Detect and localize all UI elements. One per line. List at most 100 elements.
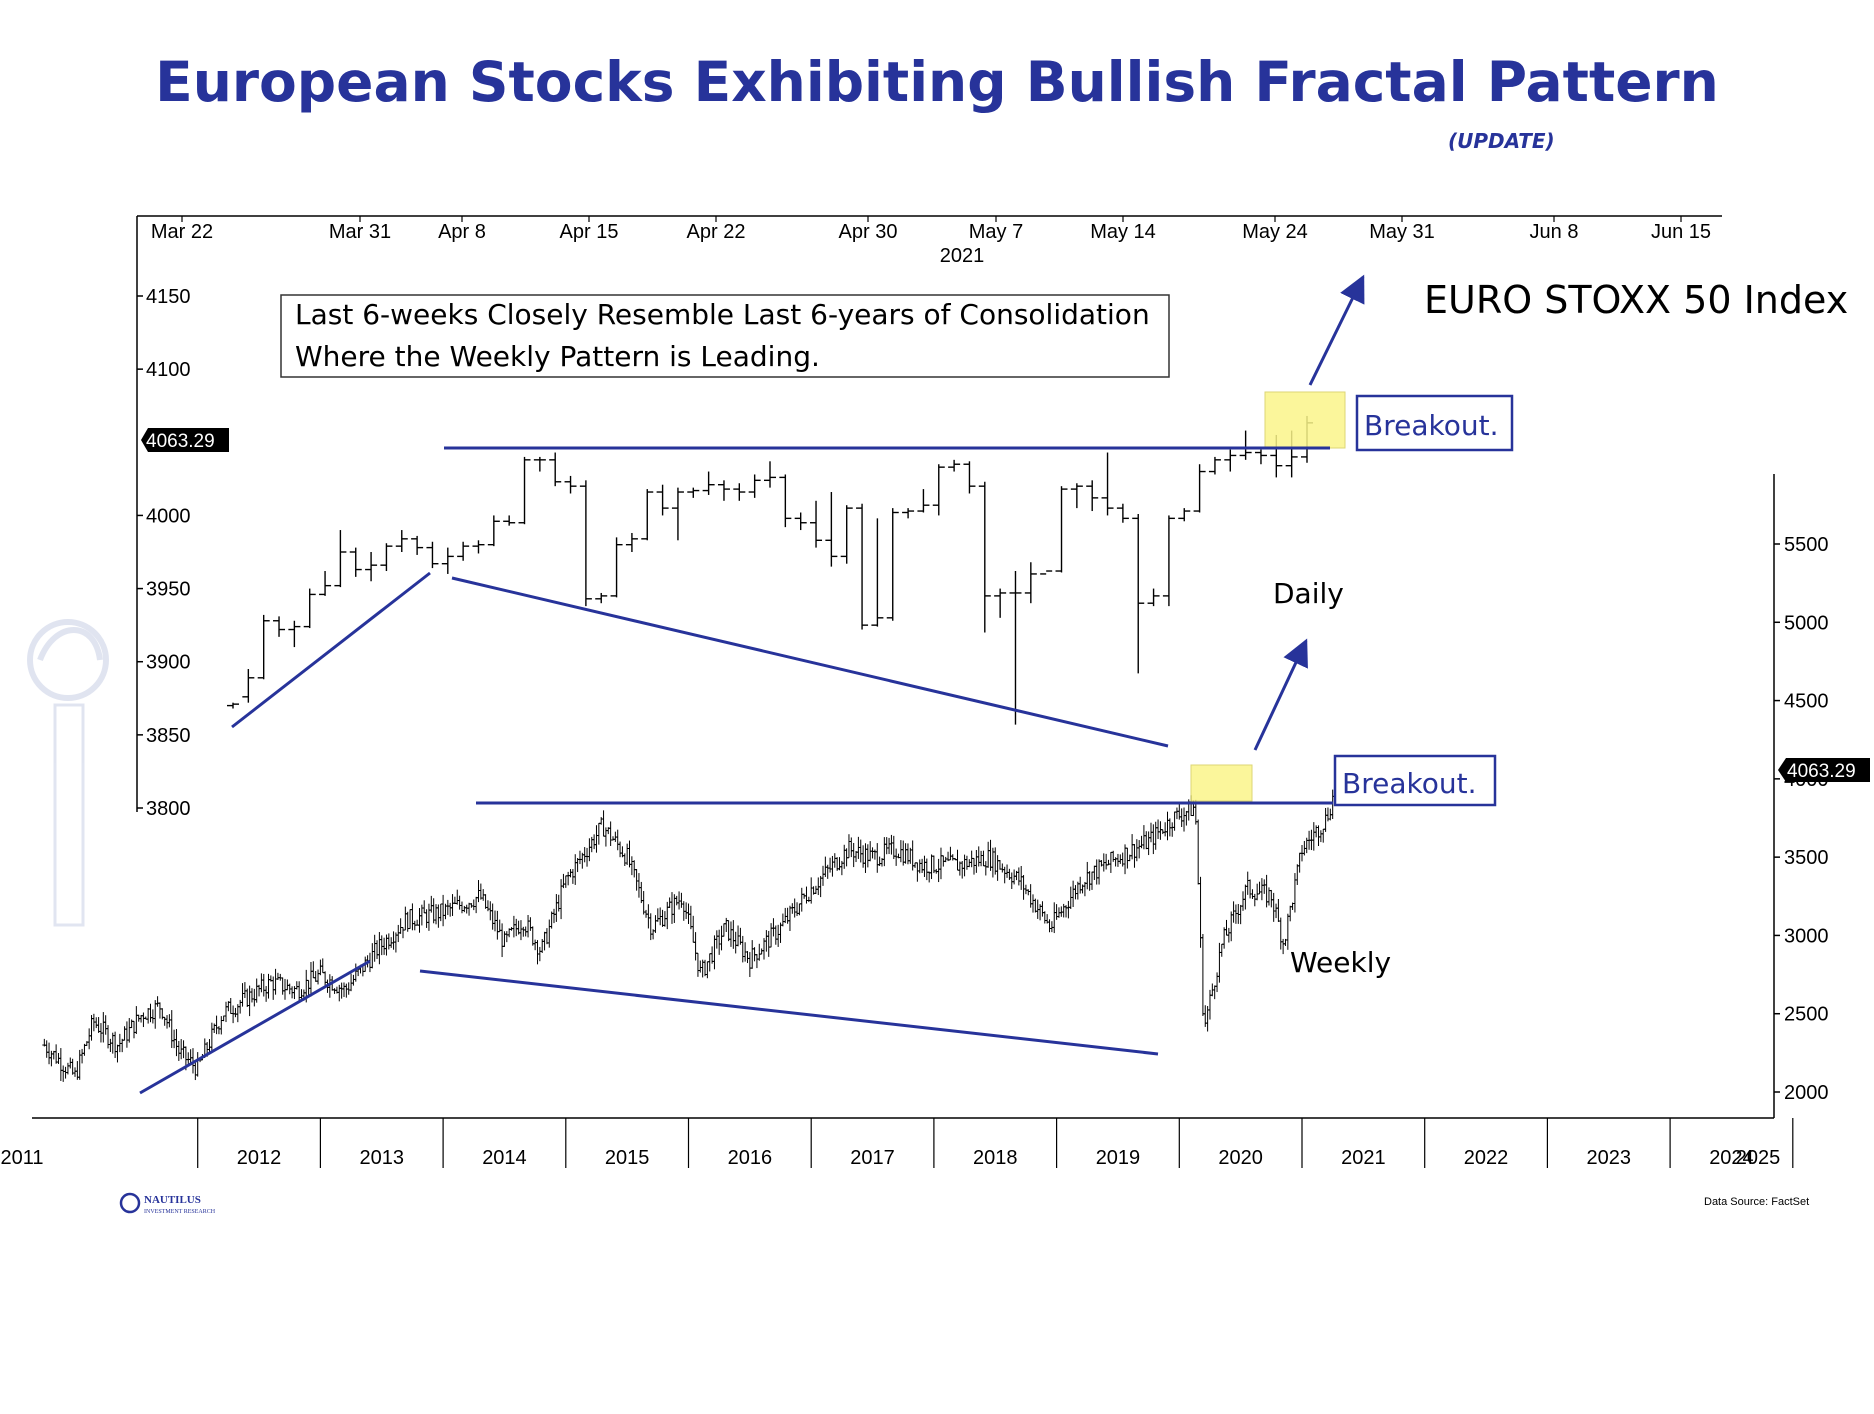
- weekly-bar: [608, 821, 613, 846]
- weekly-bar: [120, 1038, 125, 1053]
- daily-bar: [1178, 508, 1191, 522]
- weekly-bar: [903, 843, 908, 864]
- weekly-bar: [58, 1048, 63, 1081]
- weekly-bar: [693, 932, 698, 961]
- daily-bar: [533, 456, 546, 472]
- weekly-bar: [870, 847, 875, 859]
- weekly-bar: [740, 935, 745, 963]
- weekly-bar: [1052, 902, 1057, 934]
- weekly-bar: [787, 905, 792, 931]
- weekly-bar: [846, 834, 851, 859]
- weekly-bar: [830, 855, 835, 877]
- weekly-bar: [832, 853, 837, 868]
- weekly-bar: [587, 838, 592, 862]
- weekly-bar: [502, 931, 507, 947]
- weekly-bar: [669, 892, 674, 924]
- weekly-bar: [561, 873, 566, 889]
- daily-bar: [748, 474, 761, 498]
- weekly-bar: [747, 952, 752, 978]
- weekly-bar: [436, 904, 441, 928]
- weekly-bar: [1033, 898, 1038, 913]
- weekly-bar: [549, 911, 554, 929]
- weekly-bar: [415, 919, 420, 926]
- weekly-bar: [552, 908, 557, 924]
- weekly-bar: [176, 1040, 181, 1061]
- weekly-bar: [1042, 911, 1047, 924]
- daily-bar: [365, 552, 378, 582]
- daily-year-label: 2021: [940, 245, 985, 267]
- daily-bar: [687, 487, 700, 498]
- daily-bar: [902, 508, 915, 519]
- weekly-bar: [993, 847, 998, 875]
- weekly-bar: [131, 1020, 136, 1039]
- weekly-bar: [474, 896, 479, 914]
- weekly-bar: [1104, 853, 1109, 870]
- weekly-bar: [660, 909, 665, 927]
- weekly-bar: [452, 896, 457, 904]
- weekly-bar: [73, 1067, 77, 1077]
- weekly-bar: [483, 894, 488, 909]
- weekly-y-tick-label: 3000: [1784, 925, 1829, 947]
- daily-bar: [932, 464, 945, 516]
- weekly-bar: [1182, 807, 1187, 832]
- daily-bar: [1224, 449, 1237, 472]
- weekly-bar: [94, 1017, 99, 1029]
- weekly-bar: [785, 907, 790, 924]
- daily-x-tick-label: Jun 15: [1651, 221, 1711, 243]
- weekly-bar: [804, 886, 809, 904]
- weekly-bar: [854, 851, 859, 863]
- weekly-bar: [115, 1044, 120, 1063]
- weekly-bar: [554, 894, 559, 922]
- daily-rising-trendline: [231, 571, 431, 729]
- weekly-bar: [320, 958, 325, 974]
- daily-y-tick-label: 3900: [146, 652, 191, 674]
- weekly-label: Weekly: [1290, 946, 1391, 979]
- weekly-bar: [731, 920, 736, 949]
- index-name: EURO STOXX 50 Index: [1424, 278, 1848, 322]
- weekly-bar: [457, 895, 462, 910]
- daily-bar: [1147, 588, 1160, 607]
- daily-bar: [625, 532, 638, 552]
- weekly-bar: [1156, 819, 1161, 839]
- weekly-bar: [851, 842, 856, 868]
- weekly-bar: [429, 895, 434, 913]
- weekly-bar: [974, 849, 979, 873]
- weekly-bar: [1222, 927, 1227, 949]
- weekly-bar: [750, 940, 755, 969]
- weekly-bar: [936, 858, 941, 883]
- weekly-bar: [438, 903, 443, 922]
- weekly-bar: [648, 913, 653, 941]
- weekly-bar: [1264, 874, 1269, 908]
- daily-label: Daily: [1273, 577, 1344, 610]
- weekly-bar: [280, 977, 285, 995]
- weekly-bar: [1061, 903, 1066, 918]
- weekly-bar: [733, 931, 738, 954]
- weekly-bar: [922, 855, 927, 877]
- weekly-bar: [863, 843, 868, 873]
- note-line-2: Where the Weekly Pattern is Leading.: [295, 340, 820, 373]
- weekly-bar: [995, 855, 1000, 881]
- footer-logo-text: NAUTILUS: [144, 1194, 201, 1206]
- daily-y-tick-label: 4000: [146, 505, 191, 527]
- weekly-bar: [271, 976, 276, 1000]
- daily-x-tick-label: May 31: [1369, 221, 1435, 243]
- weekly-bar: [1153, 821, 1158, 850]
- daily-bar: [1024, 562, 1037, 604]
- weekly-bar: [122, 1026, 127, 1041]
- daily-y-tick-label: 4150: [146, 286, 191, 308]
- weekly-bar: [1031, 894, 1036, 913]
- weekly-bar: [224, 1001, 229, 1023]
- weekly-bar: [396, 924, 401, 943]
- weekly-bar: [129, 1019, 134, 1029]
- weekly-bar: [816, 877, 821, 896]
- weekly-bar: [273, 968, 278, 995]
- weekly-bar: [242, 982, 247, 999]
- weekly-x-tick-label: 2014: [482, 1147, 527, 1169]
- weekly-bar: [254, 978, 259, 1003]
- weekly-bar: [655, 908, 660, 922]
- weekly-bar: [677, 891, 682, 910]
- daily-bar: [487, 515, 500, 547]
- weekly-breakout-label: Breakout.: [1342, 767, 1476, 800]
- weekly-bar: [938, 847, 943, 880]
